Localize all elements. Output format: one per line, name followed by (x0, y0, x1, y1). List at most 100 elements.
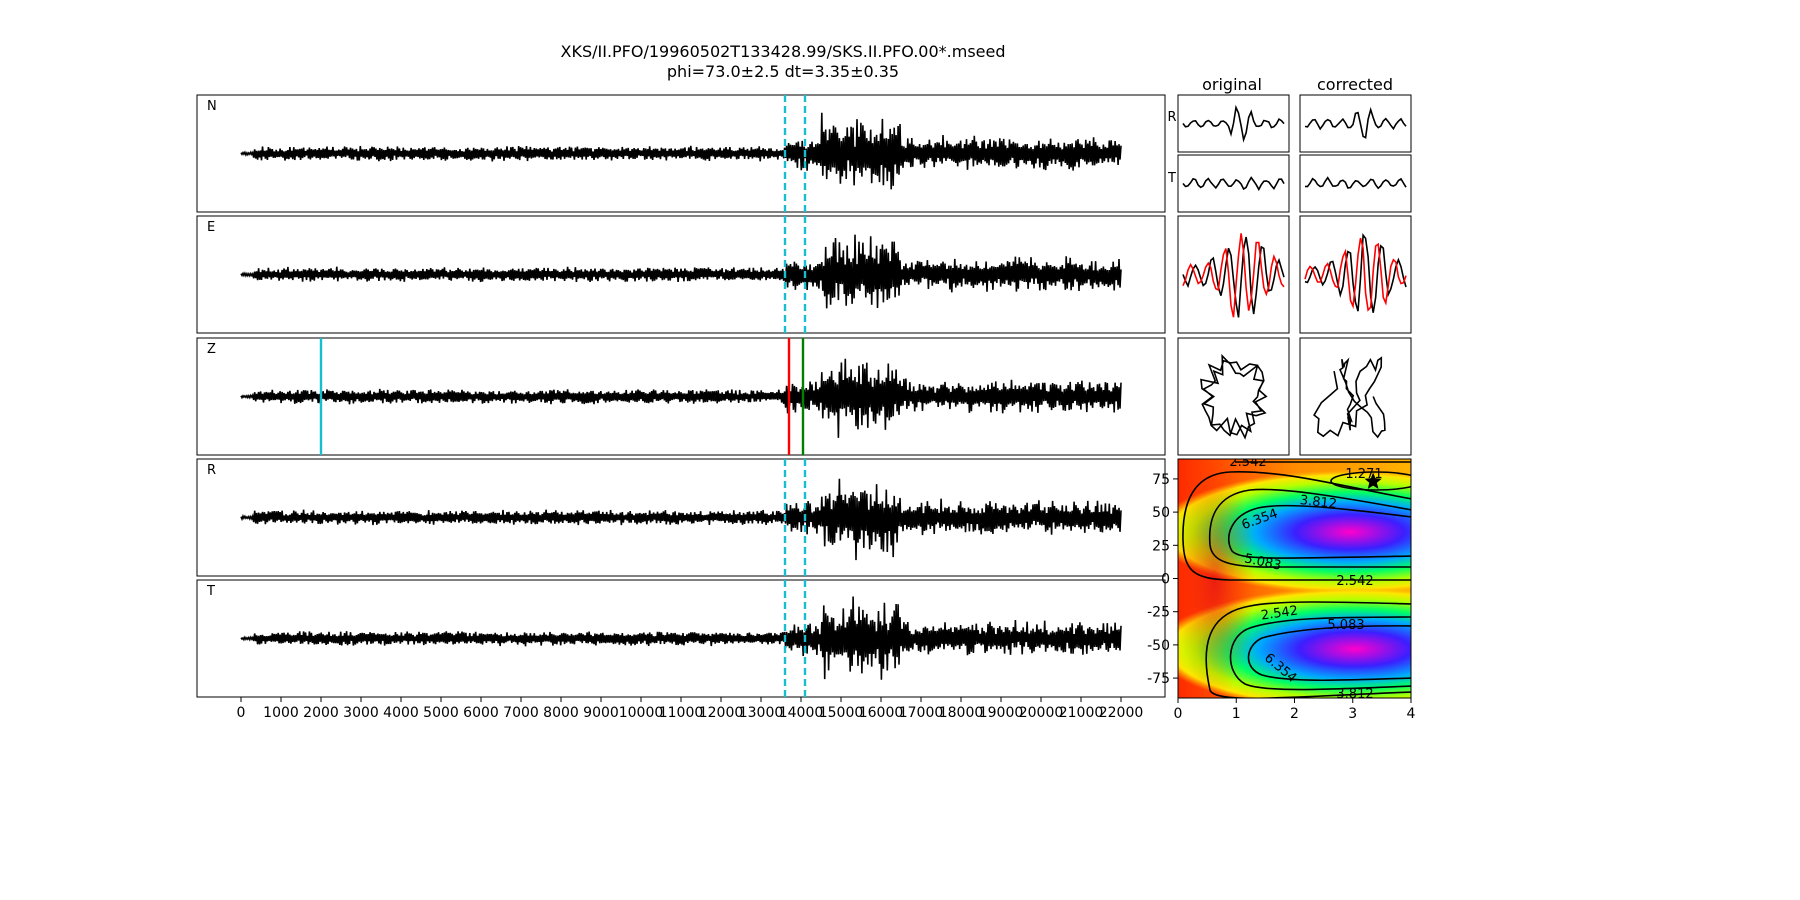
contour-label: 3.812 (1336, 687, 1373, 702)
grid-y-tick-label: -25 (1147, 605, 1170, 621)
x-tick-label: 18000 (939, 705, 984, 721)
row-label-t: T (1167, 171, 1176, 186)
small-panel-frame (1299, 154, 1412, 213)
small-panel (1177, 337, 1290, 456)
small-panel-frame (1177, 154, 1290, 213)
trace-frame (196, 458, 1166, 577)
contour-label: 2.542 (1336, 574, 1373, 589)
x-tick-label: 0 (237, 705, 246, 721)
overlay-trace (1182, 236, 1285, 318)
waveform-line (240, 596, 1122, 680)
x-tick-label: 2000 (303, 705, 339, 721)
energy-surface: 2.542 1.271 3.812 6.354 5.083 2.542 2.54… (1178, 455, 1411, 702)
x-tick-label: 10000 (619, 705, 664, 721)
trace-frame (196, 215, 1166, 334)
grid-x-tick-label: 4 (1407, 706, 1416, 722)
x-tick-label: 6000 (463, 705, 499, 721)
trace-panels: N E Z R T (196, 94, 1166, 698)
grid-x-tick-label: 2 (1290, 706, 1299, 722)
component-trace (1304, 106, 1407, 139)
contour-label: 3.812 (1299, 493, 1338, 512)
small-panel (1177, 154, 1290, 213)
grid-x-tick-label: 1 (1232, 706, 1241, 722)
particle-motion-path (1313, 356, 1386, 439)
small-panel (1177, 215, 1290, 334)
trace-label: Z (207, 342, 216, 357)
trace-panel-z: Z (196, 337, 1166, 456)
grid-x-tick-label: 3 (1348, 706, 1357, 722)
column-title-corrected: corrected (1317, 75, 1393, 94)
contour-label: 2.542 (1229, 455, 1266, 470)
trace-label: N (207, 99, 217, 114)
x-tick-label: 13000 (739, 705, 784, 721)
waveform-line (240, 358, 1122, 438)
trace-frame (196, 337, 1166, 456)
component-trace (1304, 176, 1407, 190)
small-panel-frame (1177, 94, 1290, 153)
trace-panel-t: T (196, 579, 1166, 698)
trace-panel-n: N (196, 94, 1166, 213)
small-panel (1299, 154, 1412, 213)
x-tick-label: 19000 (979, 705, 1024, 721)
component-trace (1182, 104, 1285, 143)
contour-line (1228, 504, 1411, 559)
x-tick-label: 9000 (583, 705, 619, 721)
waveform-line (240, 234, 1122, 309)
waveform-line (240, 112, 1122, 190)
x-tick-label: 12000 (699, 705, 744, 721)
contour-line (1182, 471, 1411, 581)
grid-y-tick-label: -50 (1147, 638, 1170, 654)
x-tick-label: 17000 (899, 705, 944, 721)
grid-y-tick-label: 25 (1152, 538, 1170, 554)
grid-y-tick-label: 50 (1152, 505, 1170, 521)
x-tick-label: 14000 (779, 705, 824, 721)
small-panel-frame (1177, 337, 1290, 456)
x-tick-label: 1000 (263, 705, 299, 721)
figure-subtitle: phi=73.0±2.5 dt=3.35±0.35 (667, 62, 899, 81)
overlay-trace (1304, 237, 1407, 312)
time-axis: 0 1000 2000 3000 4000 5000 6000 7000 8000 9000 100… (237, 697, 1143, 721)
contour-line (1330, 471, 1411, 491)
x-tick-label: 3000 (343, 705, 379, 721)
x-tick-label: 15000 (819, 705, 864, 721)
grid-axes: 0 1 2 3 4 75 50 25 0 -25 -50 -75 (1147, 472, 1415, 722)
small-panel (1177, 94, 1290, 153)
small-panel (1299, 215, 1412, 334)
x-tick-label: 11000 (659, 705, 704, 721)
grid-x-tick-label: 0 (1174, 706, 1183, 722)
figure-title: XKS/II.PFO/19960502T133428.99/SKS.II.PFO… (561, 42, 1006, 61)
grid-y-tick-label: 75 (1152, 472, 1170, 488)
trace-label: T (206, 584, 215, 599)
small-panel (1299, 94, 1412, 153)
x-tick-label: 4000 (383, 705, 419, 721)
particle-motion-path (1200, 353, 1268, 440)
small-panel-frame (1299, 337, 1412, 456)
energy-grid-panel: 2.542 1.271 3.812 6.354 5.083 2.542 2.54… (1147, 455, 1416, 722)
x-tick-label: 7000 (503, 705, 539, 721)
x-tick-label: 21000 (1059, 705, 1104, 721)
overlay-trace (1182, 233, 1285, 318)
waveform-line (240, 478, 1122, 561)
trace-label: R (207, 463, 216, 478)
row-label-r: R (1167, 110, 1176, 125)
x-tick-label: 16000 (859, 705, 904, 721)
trace-panel-r: R (196, 458, 1166, 577)
x-tick-label: 5000 (423, 705, 459, 721)
trace-frame (196, 94, 1166, 213)
contour-label: 5.083 (1327, 618, 1364, 633)
trace-panel-e: E (196, 215, 1166, 334)
component-trace (1182, 176, 1285, 192)
particle-motion-panels: original corrected R T (1167, 75, 1412, 456)
x-tick-label: 8000 (543, 705, 579, 721)
small-panel-frame (1299, 94, 1412, 153)
column-title-original: original (1202, 75, 1262, 94)
contour-label: 2.542 (1260, 604, 1299, 624)
contour-line (1229, 616, 1411, 691)
contour-line (1208, 488, 1411, 568)
overlay-trace (1304, 233, 1407, 313)
small-panel-frame (1299, 215, 1412, 334)
x-tick-label: 20000 (1019, 705, 1064, 721)
best-fit-star (1364, 472, 1382, 489)
small-panel (1299, 337, 1412, 456)
